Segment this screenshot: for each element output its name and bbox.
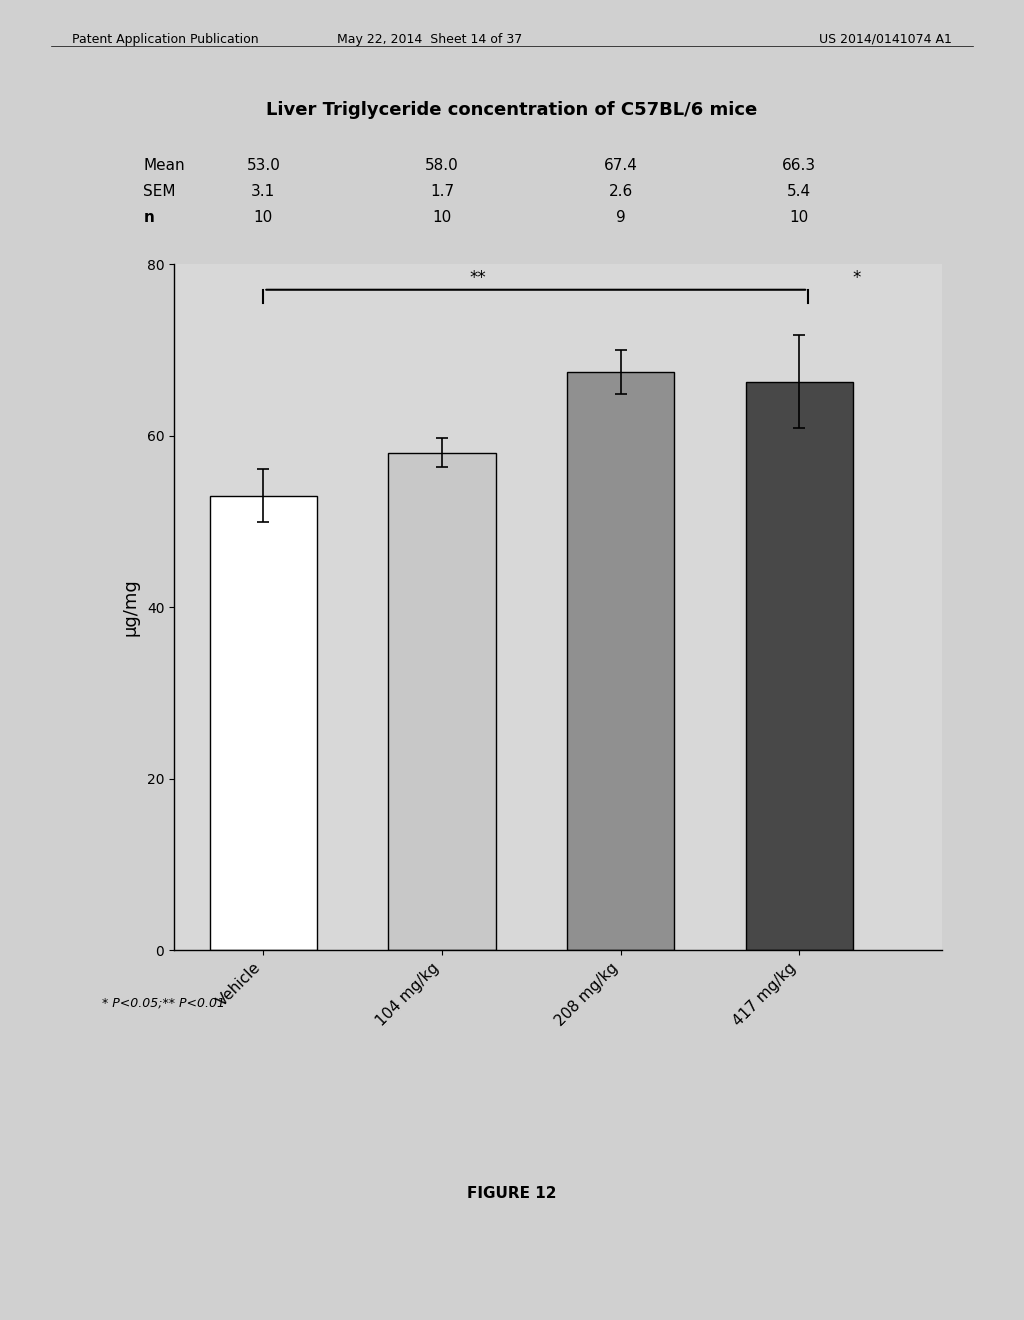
Text: 53.0: 53.0 <box>247 157 281 173</box>
Text: SEM: SEM <box>143 183 176 199</box>
Text: Mean: Mean <box>143 157 185 173</box>
Text: Patent Application Publication: Patent Application Publication <box>72 33 258 46</box>
Bar <box>745 381 853 950</box>
Text: n: n <box>143 210 155 226</box>
Text: FIGURE 12: FIGURE 12 <box>467 1187 557 1201</box>
Bar <box>567 372 674 950</box>
Text: 1.7: 1.7 <box>430 183 454 199</box>
Text: 10: 10 <box>790 210 809 226</box>
Text: * P<0.05;** P<0.01: * P<0.05;** P<0.01 <box>102 997 225 1010</box>
Text: 3.1: 3.1 <box>251 183 275 199</box>
Text: 5.4: 5.4 <box>787 183 811 199</box>
Text: *: * <box>853 269 861 288</box>
Text: May 22, 2014  Sheet 14 of 37: May 22, 2014 Sheet 14 of 37 <box>338 33 522 46</box>
Text: 66.3: 66.3 <box>782 157 816 173</box>
Text: **: ** <box>469 269 486 288</box>
Text: 10: 10 <box>254 210 273 226</box>
Text: 10: 10 <box>432 210 452 226</box>
Text: Liver Triglyceride concentration of C57BL/6 mice: Liver Triglyceride concentration of C57B… <box>266 100 758 119</box>
Bar <box>210 495 317 950</box>
Text: US 2014/0141074 A1: US 2014/0141074 A1 <box>819 33 952 46</box>
Text: 58.0: 58.0 <box>425 157 459 173</box>
Bar <box>388 453 496 950</box>
Text: 67.4: 67.4 <box>604 157 638 173</box>
Y-axis label: μg/mg: μg/mg <box>122 578 140 636</box>
Text: 9: 9 <box>615 210 626 226</box>
Text: 2.6: 2.6 <box>608 183 633 199</box>
